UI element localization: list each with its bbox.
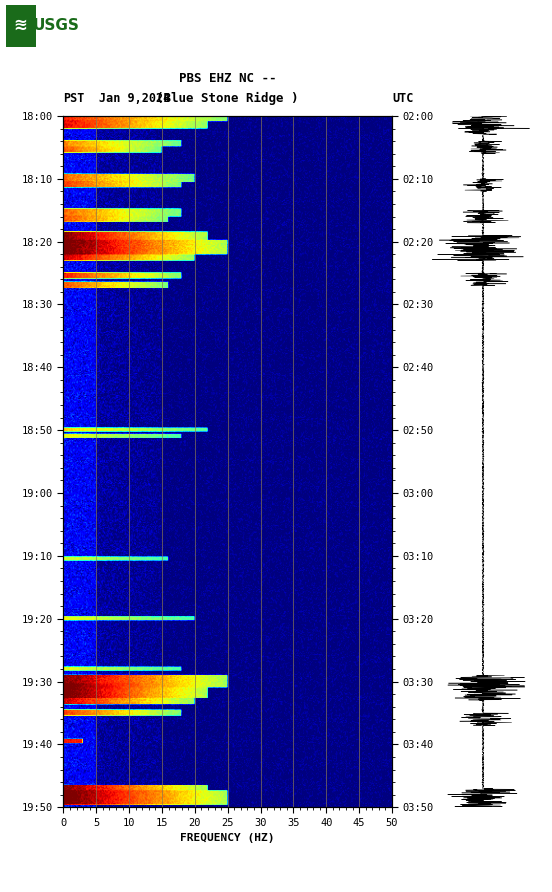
Text: (Blue Stone Ridge ): (Blue Stone Ridge ) xyxy=(156,92,299,105)
Text: ≋: ≋ xyxy=(14,16,28,34)
FancyBboxPatch shape xyxy=(6,5,36,46)
Text: USGS: USGS xyxy=(33,19,79,33)
Text: PST: PST xyxy=(63,92,85,105)
Text: Jan 9,2024: Jan 9,2024 xyxy=(99,92,171,105)
X-axis label: FREQUENCY (HZ): FREQUENCY (HZ) xyxy=(181,833,275,843)
Text: UTC: UTC xyxy=(392,92,413,105)
Text: PBS EHZ NC --: PBS EHZ NC -- xyxy=(179,71,277,85)
